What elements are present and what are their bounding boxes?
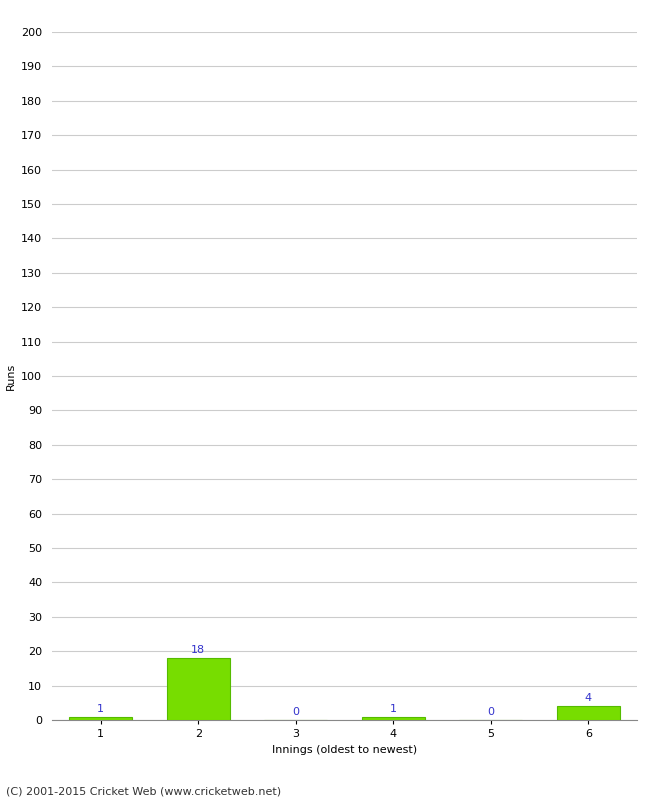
Bar [166,658,230,720]
Text: 4: 4 [585,694,592,703]
Bar [69,717,133,720]
Text: 18: 18 [191,646,205,655]
Bar [556,706,620,720]
Bar [361,717,425,720]
Text: 0: 0 [292,707,299,718]
Text: (C) 2001-2015 Cricket Web (www.cricketweb.net): (C) 2001-2015 Cricket Web (www.cricketwe… [6,786,281,796]
Text: 1: 1 [98,704,104,714]
Y-axis label: Runs: Runs [6,362,16,390]
Text: 1: 1 [390,704,396,714]
Text: 0: 0 [488,707,494,718]
X-axis label: Innings (oldest to newest): Innings (oldest to newest) [272,745,417,754]
